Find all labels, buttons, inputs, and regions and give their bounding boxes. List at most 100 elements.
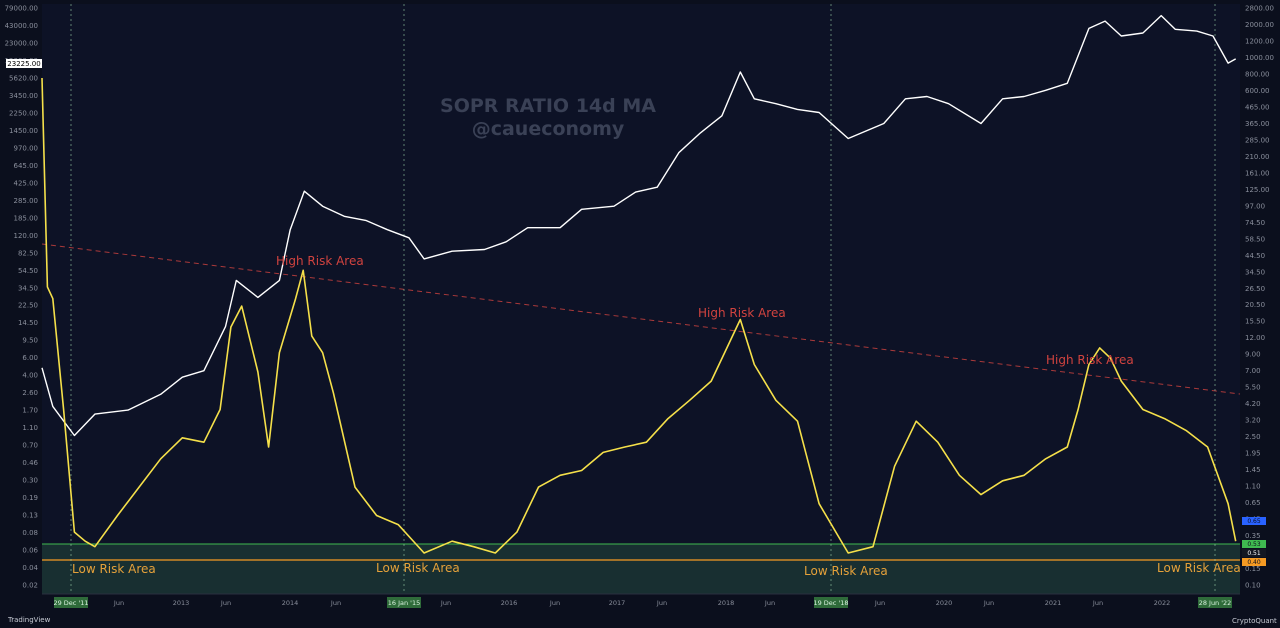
left-axis-tick-label: 82.50 xyxy=(18,249,38,257)
right-axis-tick-label: 34.50 xyxy=(1245,268,1265,276)
left-axis-tick-label: 2250.00 xyxy=(9,109,38,117)
left-axis-tick-label: 0.30 xyxy=(22,477,38,485)
right-axis-tick-label: 26.50 xyxy=(1245,285,1265,293)
right-axis-tick-label: 1.10 xyxy=(1245,483,1261,491)
left-axis-tick-label: 0.06 xyxy=(22,547,38,555)
right-axis-tick-label: 7.00 xyxy=(1245,367,1261,375)
right-axis-badge xyxy=(1242,540,1266,548)
right-axis-badge xyxy=(1242,517,1266,525)
x-axis-highlight-box xyxy=(54,597,88,608)
left-axis-tick-label: 1.10 xyxy=(22,424,38,432)
x-axis[interactable]: Jun 2013 Jun 2014 Jun Jun 2016 Jun 2017 Jun 2018 Ju… xyxy=(53,597,1232,608)
left-axis-tick-label: 285.00 xyxy=(14,197,39,205)
right-axis-tick-label: 2800.00 xyxy=(1245,5,1274,13)
x-axis-highlight-box xyxy=(814,597,848,608)
x-axis-highlight-box xyxy=(1198,597,1232,608)
left-axis-tick-label: 0.04 xyxy=(22,564,38,572)
left-axis-tick-label: 645.00 xyxy=(14,162,39,170)
right-axis-tick-label: 800.00 xyxy=(1245,70,1270,78)
right-axis-badge xyxy=(1242,549,1266,557)
high-risk-label-2013: High Risk Area xyxy=(276,254,364,268)
current-price-badge xyxy=(6,59,42,68)
left-axis-tick-label: 970.00 xyxy=(14,144,39,152)
x-axis-highlight-label: 19 Dec '18 xyxy=(813,599,848,607)
right-axis-badge-label: 0.53 xyxy=(1247,541,1261,548)
right-axis-tick-label: 161.00 xyxy=(1245,169,1270,177)
right-axis-tick-label: 0.35 xyxy=(1245,532,1261,540)
right-axis-badge-label: 0.40 xyxy=(1247,559,1261,566)
left-axis-tick-label: 120.00 xyxy=(14,232,39,240)
current-price-label: 23225.00 xyxy=(7,60,40,68)
x-axis-highlight-label: 28 Jun '22 xyxy=(1199,599,1232,607)
right-axis-tick-label: 12.00 xyxy=(1245,334,1265,342)
right-axis-tick-label: 3.20 xyxy=(1245,417,1261,425)
x-axis-tick-label: Jun xyxy=(983,599,994,607)
right-axis[interactable]: 2800.00 2000.00 1200.00 1000.00 800.00 600.00… xyxy=(1245,5,1274,590)
right-axis-tick-label: 74.50 xyxy=(1245,219,1265,227)
left-axis-tick-label: 23000.00 xyxy=(5,40,38,48)
x-axis-tick-label: 2021 xyxy=(1045,599,1062,607)
right-axis-tick-label: 2000.00 xyxy=(1245,21,1274,29)
left-axis-tick-label: 0.19 xyxy=(22,494,38,502)
right-axis-tick-label: 0.15 xyxy=(1245,565,1261,573)
left-axis-tick-label: 185.00 xyxy=(14,214,39,222)
left-axis[interactable]: 79000.0043000.0023000.0012000.005620.003… xyxy=(5,5,39,590)
watermark-handle: @caueconomy xyxy=(472,118,625,140)
x-axis-tick-label: Jun xyxy=(220,599,231,607)
tradingview-logo[interactable]: TradingView xyxy=(7,616,51,624)
right-axis-tick-label: 0.10 xyxy=(1245,582,1261,590)
cryptoquant-logo: CryptoQuant xyxy=(1232,617,1277,625)
right-axis-tick-label: 9.00 xyxy=(1245,351,1261,359)
x-axis-tick-label: 2013 xyxy=(173,599,190,607)
left-axis-tick-label: 1450.00 xyxy=(9,127,38,135)
low-risk-label-2015: Low Risk Area xyxy=(376,561,460,575)
high-risk-label-2017: High Risk Area xyxy=(698,306,786,320)
right-axis-tick-label: 600.00 xyxy=(1245,87,1270,95)
right-axis-tick-label: 97.00 xyxy=(1245,202,1265,210)
left-axis-tick-label: 0.08 xyxy=(22,529,38,537)
left-axis-tick-label: 0.02 xyxy=(22,582,38,590)
high-risk-trendline xyxy=(41,243,1241,395)
x-axis-tick-label: Jun xyxy=(1092,599,1103,607)
right-axis-tick-label: 1.95 xyxy=(1245,450,1261,458)
left-axis-tick-label: 43000.00 xyxy=(5,22,38,30)
right-axis-tick-label: 365.00 xyxy=(1245,120,1270,128)
x-axis-tick-label: Jun xyxy=(330,599,341,607)
high-risk-label-2021: High Risk Area xyxy=(1046,353,1134,367)
left-axis-tick-label: 0.46 xyxy=(22,459,38,467)
x-axis-highlight-label: 29 Dec '11 xyxy=(53,599,88,607)
x-axis-tick-label: 2020 xyxy=(936,599,953,607)
plot-area xyxy=(42,4,1240,594)
left-axis-tick-label: 425.00 xyxy=(14,179,39,187)
x-axis-tick-label: 2016 xyxy=(501,599,518,607)
left-axis-tick-label: 9.50 xyxy=(22,337,38,345)
right-axis-tick-label: 20.50 xyxy=(1245,301,1265,309)
right-axis-badge xyxy=(1242,558,1266,566)
left-axis-tick-label: 2.60 xyxy=(22,389,38,397)
right-axis-tick-label: 5.50 xyxy=(1245,384,1261,392)
right-axis-tick-label: 125.00 xyxy=(1245,186,1270,194)
right-axis-tick-label: 285.00 xyxy=(1245,136,1270,144)
left-axis-tick-label: 34.50 xyxy=(18,284,38,292)
low-risk-label-2011: Low Risk Area xyxy=(72,562,156,576)
left-axis-tick-label: 6.00 xyxy=(22,354,38,362)
right-axis-tick-label: 1.45 xyxy=(1245,466,1261,474)
footer-bar xyxy=(0,612,1280,628)
left-axis-tick-label: 0.13 xyxy=(22,512,38,520)
x-axis-highlight-label: 16 Jan '15 xyxy=(388,599,420,607)
right-axis-tick-label: 2.50 xyxy=(1245,433,1261,441)
right-axis-tick-label: 210.00 xyxy=(1245,153,1270,161)
x-axis-tick-label: 2018 xyxy=(718,599,735,607)
watermark-title: SOPR RATIO 14d MA xyxy=(440,95,656,117)
left-axis-tick-label: 14.50 xyxy=(18,319,38,327)
low-risk-label-2022: Low Risk Area xyxy=(1157,561,1241,575)
right-axis-tick-label: 465.00 xyxy=(1245,103,1270,111)
x-axis-tick-label: Jun xyxy=(874,599,885,607)
left-axis-tick-label: 79000.00 xyxy=(5,5,38,13)
right-axis-badges: 0.65 0.53 0.51 0.40 xyxy=(1242,517,1266,566)
x-axis-tick-label: Jun xyxy=(764,599,775,607)
left-axis-tick-label: 0.70 xyxy=(22,442,38,450)
x-axis-tick-label: Jun xyxy=(656,599,667,607)
right-axis-tick-label: 44.50 xyxy=(1245,252,1265,260)
